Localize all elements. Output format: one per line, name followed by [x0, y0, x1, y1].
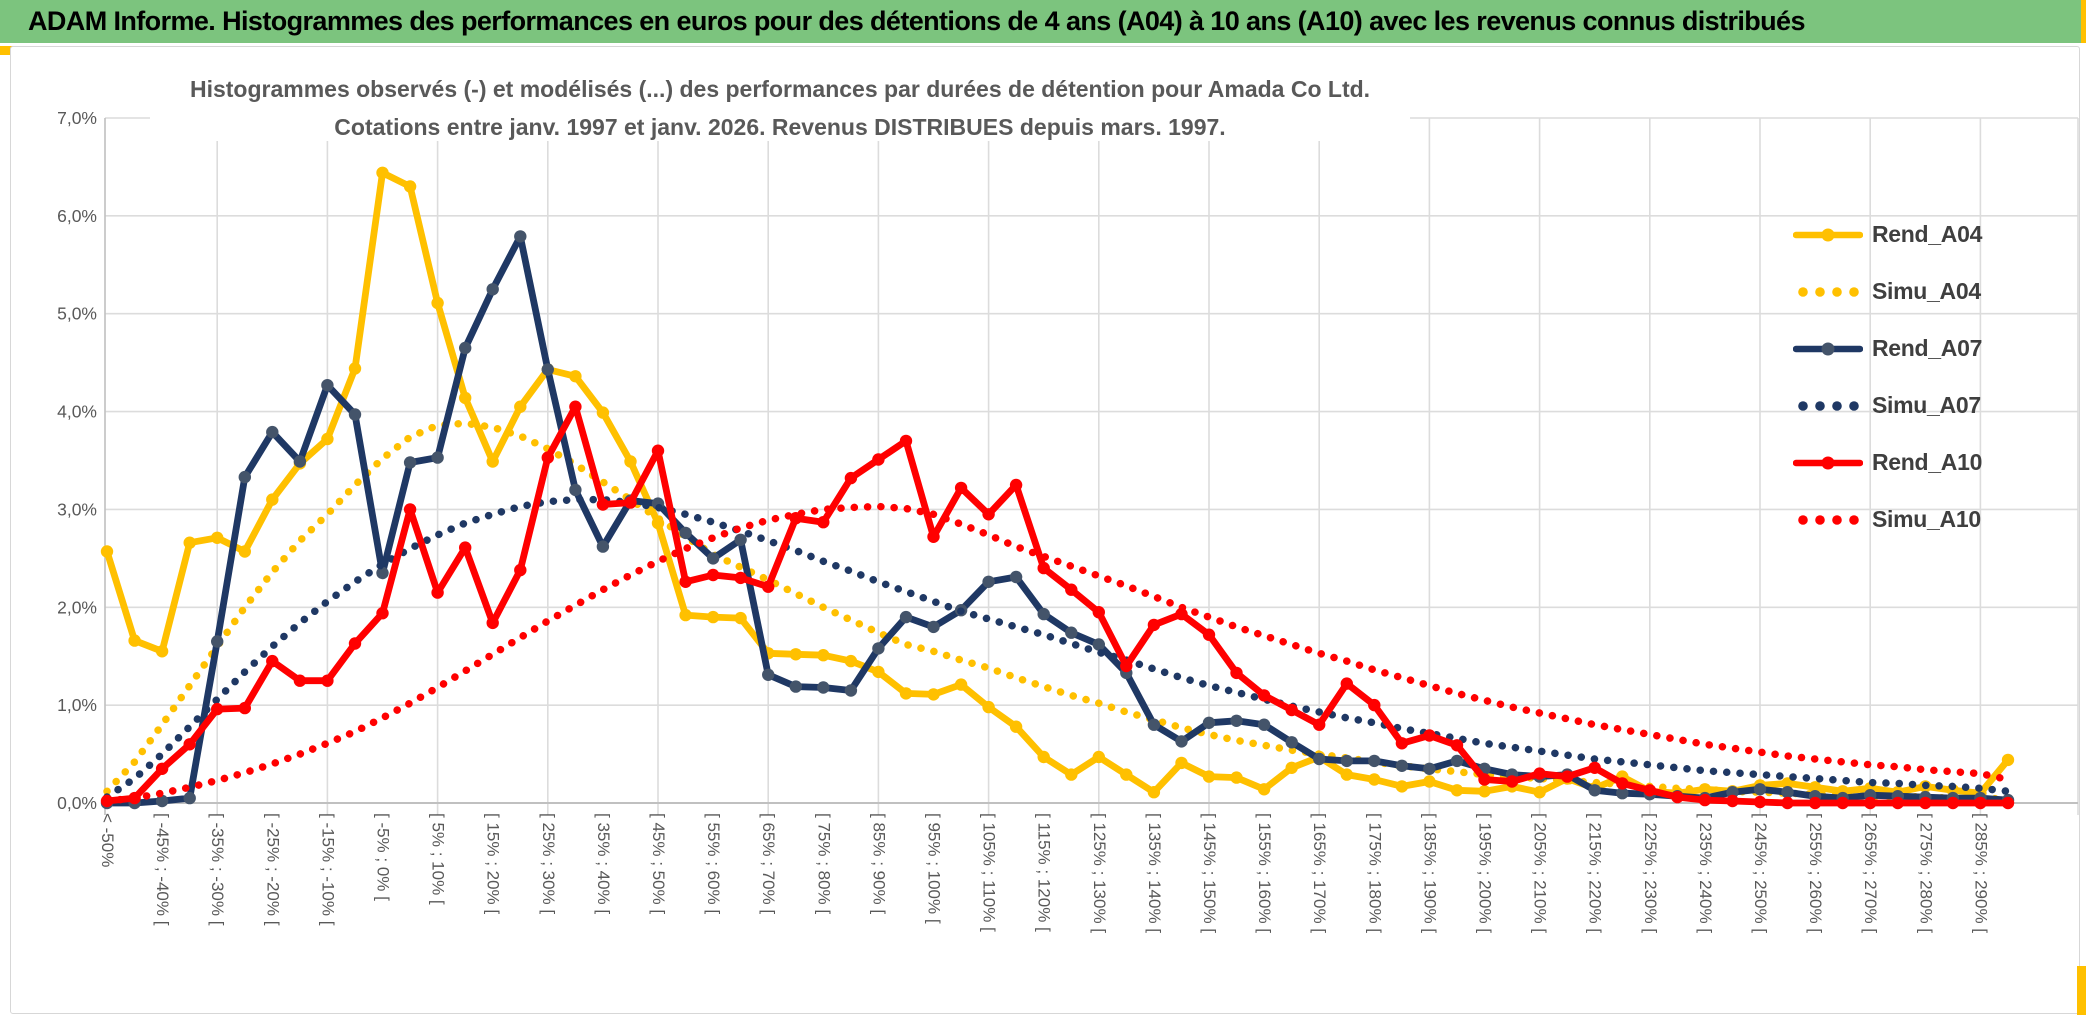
legend-item-rend_a07[interactable]: Rend_A07 [1793, 320, 1982, 377]
window-title: ADAM Informe. Histogrammes des performan… [28, 6, 1805, 36]
svg-text:[ 15% ; 20% [: [ 15% ; 20% [ [484, 813, 503, 914]
svg-text:7,0%: 7,0% [57, 108, 97, 128]
title-bar: ADAM Informe. Histogrammes des performan… [0, 0, 2086, 43]
svg-text:0,0%: 0,0% [57, 793, 97, 813]
svg-text:[ 215% ; 220% [: [ 215% ; 220% [ [1586, 813, 1605, 933]
svg-text:[ 245% ; 250% [: [ 245% ; 250% [ [1751, 813, 1770, 933]
svg-text:[ 225% ; 230% [: [ 225% ; 230% [ [1641, 813, 1660, 933]
legend-label: Simu_A10 [1872, 506, 1981, 532]
svg-text:[ 155% ; 160% [: [ 155% ; 160% [ [1255, 813, 1274, 933]
svg-text:[ 285% ; 290% [: [ 285% ; 290% [ [1971, 813, 1990, 933]
svg-text:< -50%: < -50% [98, 813, 117, 867]
yellow-accent-bottom-right-icon [2077, 966, 2086, 1015]
legend-sample-icon [1793, 342, 1863, 355]
svg-text:[ 175% ; 180% [: [ 175% ; 180% [ [1365, 813, 1384, 933]
svg-text:[ 145% ; 150% [: [ 145% ; 150% [ [1200, 813, 1219, 933]
svg-text:4,0%: 4,0% [57, 402, 97, 422]
svg-text:[ 195% ; 200% [: [ 195% ; 200% [ [1476, 813, 1495, 933]
svg-text:[ 25% ; 30% [: [ 25% ; 30% [ [539, 813, 558, 914]
svg-text:[ 55% ; 60% [: [ 55% ; 60% [ [704, 813, 723, 914]
legend: Rend_A04 Simu_A04 Rend_A07 Simu_A07 Rend… [1793, 206, 1982, 548]
svg-text:[ 185% ; 190% [: [ 185% ; 190% [ [1420, 813, 1439, 933]
legend-label: Simu_A04 [1872, 278, 1981, 304]
legend-sample-icon [1793, 228, 1863, 241]
svg-text:1,0%: 1,0% [57, 695, 97, 715]
svg-text:[ 275% ; 280% [: [ 275% ; 280% [ [1916, 813, 1935, 933]
legend-sample-icon [1798, 514, 1859, 525]
yellow-accent-left-icon [0, 46, 14, 55]
svg-text:[ 65% ; 70% [: [ 65% ; 70% [ [759, 813, 778, 914]
legend-sample-icon [1798, 286, 1859, 297]
legend-label: Simu_A07 [1872, 392, 1981, 418]
svg-text:[ -15% ; -10% [: [ -15% ; -10% [ [318, 813, 337, 926]
svg-text:[ -25% ; -20% [: [ -25% ; -20% [ [263, 813, 282, 926]
svg-text:[ 75% ; 80% [: [ 75% ; 80% [ [814, 813, 833, 914]
legend-label: Rend_A10 [1872, 449, 1983, 475]
legend-label: Rend_A07 [1872, 335, 1983, 361]
svg-text:[ 45% ; 50% [: [ 45% ; 50% [ [649, 813, 668, 914]
svg-text:2,0%: 2,0% [57, 597, 97, 617]
svg-text:5,0%: 5,0% [57, 304, 97, 324]
chart-title-line2: Cotations entre janv. 1997 et janv. 2026… [150, 114, 1410, 141]
chart-title-line1: Histogrammes observés (-) et modélisés (… [150, 76, 1410, 103]
legend-item-simu_a10[interactable]: Simu_A10 [1793, 491, 1982, 548]
svg-text:[ 135% ; 140% [: [ 135% ; 140% [ [1145, 813, 1164, 933]
legend-item-rend_a04[interactable]: Rend_A04 [1793, 206, 1982, 263]
svg-text:[ 95% ; 100% [: [ 95% ; 100% [ [925, 813, 944, 924]
legend-sample-icon [1793, 456, 1863, 469]
legend-sample-icon [1798, 400, 1859, 411]
legend-item-simu_a04[interactable]: Simu_A04 [1793, 263, 1982, 320]
svg-text:[ 115% ; 120% [: [ 115% ; 120% [ [1035, 813, 1054, 932]
svg-text:[ 105% ; 110% [: [ 105% ; 110% [ [980, 813, 999, 932]
legend-label: Rend_A04 [1872, 221, 1983, 247]
svg-text:[ 5% ; 10% [: [ 5% ; 10% [ [429, 813, 448, 905]
svg-text:[ -35% ; -30% [: [ -35% ; -30% [ [208, 813, 227, 926]
svg-text:3,0%: 3,0% [57, 499, 97, 519]
svg-text:[ 205% ; 210% [: [ 205% ; 210% [ [1531, 813, 1550, 933]
svg-text:[ 125% ; 130% [: [ 125% ; 130% [ [1090, 813, 1109, 933]
legend-item-simu_a07[interactable]: Simu_A07 [1793, 377, 1982, 434]
svg-text:[ 265% ; 270% [: [ 265% ; 270% [ [1861, 813, 1880, 933]
chart-area [10, 46, 2080, 1014]
svg-text:[ 85% ; 90% [: [ 85% ; 90% [ [869, 813, 888, 914]
svg-text:6,0%: 6,0% [57, 206, 97, 226]
svg-text:[ 235% ; 240% [: [ 235% ; 240% [ [1696, 813, 1715, 933]
legend-item-rend_a10[interactable]: Rend_A10 [1793, 434, 1982, 491]
yellow-accent-right-icon [2081, 0, 2086, 43]
svg-text:[ 165% ; 170% [: [ 165% ; 170% [ [1310, 813, 1329, 933]
svg-text:[ 255% ; 260% [: [ 255% ; 260% [ [1806, 813, 1825, 933]
svg-text:[ -5% ; 0% [: [ -5% ; 0% [ [374, 813, 393, 901]
svg-text:[ 35% ; 40% [: [ 35% ; 40% [ [594, 813, 613, 914]
svg-text:[ -45% ; -40% [: [ -45% ; -40% [ [153, 813, 172, 926]
